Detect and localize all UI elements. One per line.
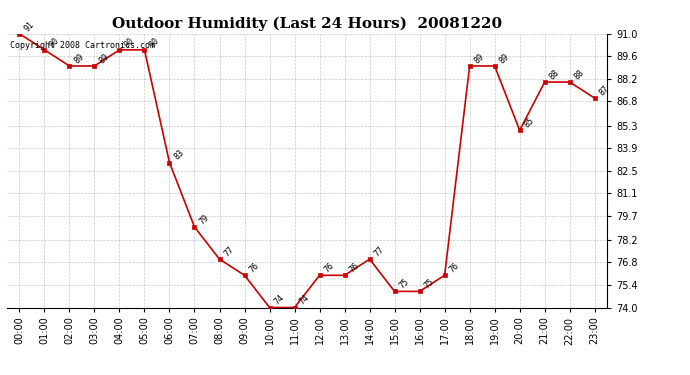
Text: 85: 85: [522, 116, 536, 130]
Text: 89: 89: [497, 52, 511, 65]
Title: Outdoor Humidity (Last 24 Hours)  20081220: Outdoor Humidity (Last 24 Hours) 2008122…: [112, 17, 502, 31]
Text: 79: 79: [197, 213, 210, 226]
Text: 90: 90: [122, 36, 136, 49]
Text: 77: 77: [222, 245, 236, 258]
Text: 74: 74: [273, 293, 286, 307]
Text: 88: 88: [573, 68, 586, 81]
Text: 88: 88: [547, 68, 561, 81]
Text: 90: 90: [147, 36, 161, 49]
Text: 76: 76: [247, 261, 261, 274]
Text: 76: 76: [447, 261, 461, 274]
Text: 76: 76: [347, 261, 361, 274]
Text: 75: 75: [422, 277, 436, 291]
Text: 90: 90: [47, 36, 61, 49]
Text: 77: 77: [373, 245, 386, 258]
Text: Copyright 2008 Cartronics.com: Copyright 2008 Cartronics.com: [10, 40, 155, 50]
Text: 75: 75: [397, 277, 411, 291]
Text: 89: 89: [473, 52, 486, 65]
Text: 89: 89: [72, 52, 86, 65]
Text: 91: 91: [22, 20, 36, 33]
Text: 87: 87: [598, 84, 611, 98]
Text: 89: 89: [97, 52, 110, 65]
Text: 76: 76: [322, 261, 336, 274]
Text: 74: 74: [297, 293, 310, 307]
Text: 83: 83: [172, 148, 186, 162]
